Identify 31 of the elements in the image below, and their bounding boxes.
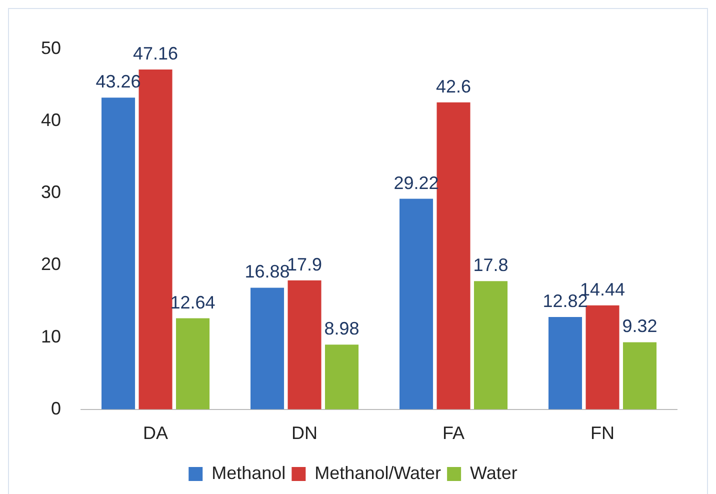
bar bbox=[176, 318, 210, 410]
y-tick-label: 20 bbox=[40, 254, 62, 274]
bar bbox=[138, 69, 172, 410]
legend-label: Methanol/Water bbox=[314, 462, 442, 483]
data-label: 16.88 bbox=[244, 262, 290, 282]
y-tick-label: 10 bbox=[40, 326, 62, 346]
y-tick-label: 30 bbox=[40, 182, 62, 202]
bar bbox=[474, 281, 508, 410]
x-tick-label: FA bbox=[442, 423, 465, 444]
bar bbox=[548, 316, 582, 410]
x-tick-label: FN bbox=[590, 423, 615, 444]
data-label: 47.16 bbox=[132, 43, 178, 64]
legend-label: Water bbox=[470, 462, 518, 483]
x-tick-label: DA bbox=[143, 423, 168, 444]
y-tick-label: 40 bbox=[40, 110, 62, 130]
data-label: 8.98 bbox=[324, 318, 360, 339]
legend-label: Methanol bbox=[212, 462, 286, 483]
data-label: 9.32 bbox=[622, 316, 658, 336]
bar bbox=[436, 102, 470, 410]
data-label: 17.8 bbox=[473, 255, 508, 276]
bar bbox=[102, 98, 136, 410]
bar bbox=[400, 198, 434, 410]
bar bbox=[622, 342, 657, 410]
x-tick-label: DN bbox=[292, 423, 318, 444]
bar bbox=[325, 344, 359, 410]
y-tick-label: 50 bbox=[40, 38, 62, 58]
bar bbox=[288, 280, 322, 410]
data-label: 42.6 bbox=[436, 76, 472, 96]
bar bbox=[586, 305, 620, 410]
bar bbox=[250, 288, 284, 410]
y-tick-label: 0 bbox=[51, 398, 62, 418]
